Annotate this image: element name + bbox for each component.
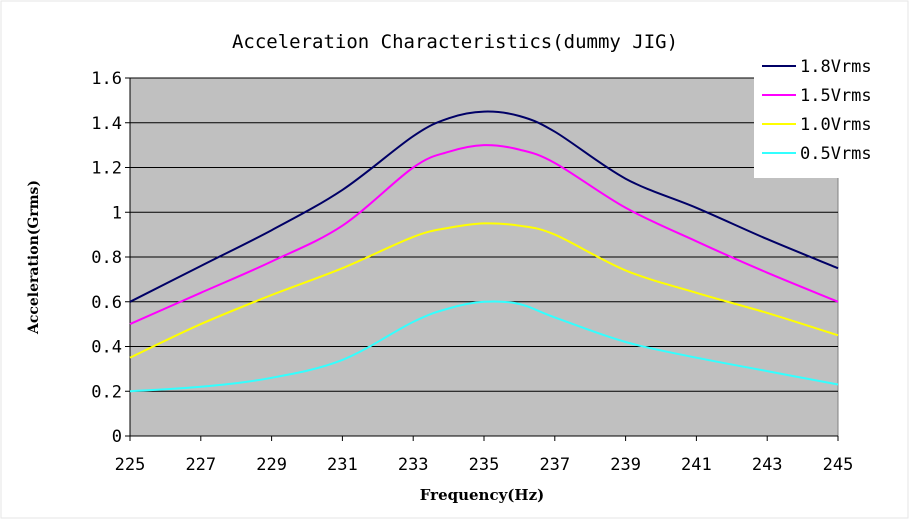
- series-line-2: [129, 144, 839, 326]
- legend: 1.8Vrms 1.5Vrms 1.0Vrms 0.5Vrms: [754, 50, 888, 178]
- x-tick-label: 225: [115, 455, 146, 475]
- legend-label: 0.5Vrms: [800, 144, 872, 164]
- series-line-3: [129, 222, 839, 359]
- y-tick-label: 0.6: [91, 293, 122, 313]
- legend-label: 1.5Vrms: [800, 86, 872, 106]
- legend-background: [754, 50, 888, 178]
- y-tick-label: 0.4: [91, 338, 122, 358]
- series-line-1: [129, 110, 839, 303]
- y-tick-label: 0: [112, 427, 122, 447]
- x-tick-label: 241: [681, 455, 712, 475]
- legend-label: 1.0Vrms: [800, 115, 872, 135]
- y-tick-label: 1.2: [91, 159, 122, 179]
- y-tick-label: 1.6: [91, 69, 122, 89]
- x-tick-label: 233: [398, 455, 429, 475]
- x-axis-title: Frequency(Hz): [420, 486, 544, 504]
- chart-title: Acceleration Characteristics(dummy JIG): [232, 31, 678, 53]
- y-tick-label: 0.8: [91, 248, 122, 268]
- x-tick-label: 227: [185, 455, 216, 475]
- y-tick-label: 0.2: [91, 382, 122, 402]
- x-axis-ticks: 225 227 229 231 233 235 237 239 241 243 245: [115, 436, 854, 475]
- x-tick-label: 231: [327, 455, 358, 475]
- x-tick-label: 239: [610, 455, 641, 475]
- x-tick-label: 237: [539, 455, 570, 475]
- plot-area: [129, 77, 839, 437]
- x-tick-label: 245: [823, 455, 854, 475]
- series-lines: [129, 110, 839, 393]
- x-tick-label: 243: [752, 455, 783, 475]
- y-axis-title: Acceleration(Grms): [26, 180, 42, 335]
- x-tick-label: 229: [256, 455, 287, 475]
- legend-label: 1.8Vrms: [800, 57, 872, 77]
- series-line-4: [129, 300, 839, 393]
- x-tick-label: 235: [469, 455, 500, 475]
- y-tick-label: 1.4: [91, 114, 122, 134]
- y-tick-label: 1: [112, 203, 122, 223]
